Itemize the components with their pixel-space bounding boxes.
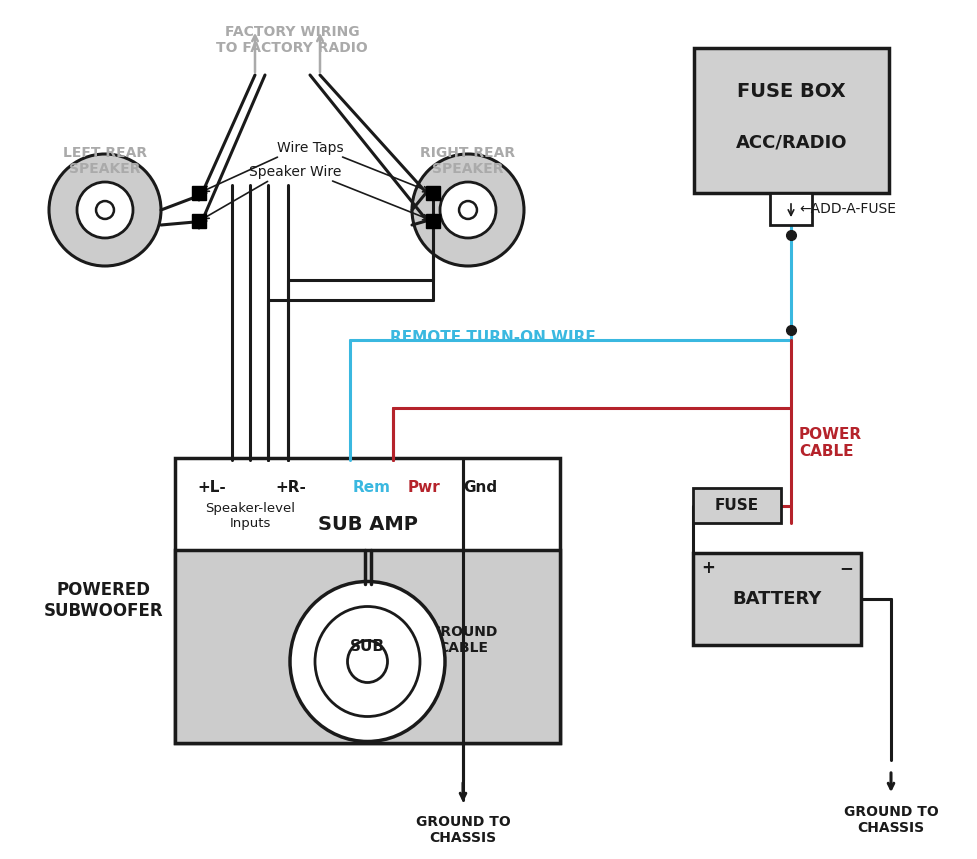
Bar [693, 488, 781, 523]
Circle shape [440, 182, 495, 238]
Text: RIGHT REAR
SPEAKER: RIGHT REAR SPEAKER [420, 146, 515, 176]
Bar [175, 458, 560, 743]
Bar [191, 186, 206, 200]
Circle shape [49, 154, 161, 266]
Text: Speaker Wire: Speaker Wire [248, 165, 341, 179]
Text: ACC/RADIO: ACC/RADIO [735, 133, 846, 151]
Circle shape [458, 201, 477, 219]
Circle shape [96, 201, 114, 219]
Text: Rem: Rem [353, 480, 391, 496]
Circle shape [411, 154, 524, 266]
Text: Gnd: Gnd [462, 480, 496, 496]
Text: +L-: +L- [196, 480, 226, 496]
Text: REMOTE TURN-ON WIRE: REMOTE TURN-ON WIRE [390, 330, 595, 345]
Text: POWERED
SUBWOOFER: POWERED SUBWOOFER [43, 581, 163, 620]
Bar [769, 193, 811, 225]
Ellipse shape [315, 606, 419, 716]
Bar [426, 214, 440, 228]
Text: FACTORY WIRING
TO FACTORY RADIO: FACTORY WIRING TO FACTORY RADIO [216, 25, 367, 55]
Text: SUB: SUB [350, 639, 385, 654]
Text: FUSE BOX: FUSE BOX [737, 82, 845, 101]
Text: +: + [701, 559, 714, 577]
Ellipse shape [347, 641, 387, 683]
Bar [693, 553, 860, 645]
Text: FUSE: FUSE [714, 498, 758, 513]
Bar [426, 186, 440, 200]
Bar [175, 550, 560, 743]
Text: GROUND
CABLE: GROUND CABLE [428, 624, 496, 655]
Bar [191, 214, 206, 228]
Text: POWER
CABLE: POWER CABLE [798, 427, 862, 460]
Text: BATTERY: BATTERY [732, 590, 821, 608]
Text: ←ADD-A-FUSE: ←ADD-A-FUSE [798, 202, 895, 216]
Circle shape [77, 182, 133, 238]
Text: Speaker-level
Inputs: Speaker-level Inputs [205, 502, 295, 530]
Text: GROUND TO
CHASSIS: GROUND TO CHASSIS [843, 805, 937, 835]
Text: Pwr: Pwr [407, 480, 441, 496]
Text: GROUND TO
CHASSIS: GROUND TO CHASSIS [415, 815, 510, 845]
Text: LEFT REAR
SPEAKER: LEFT REAR SPEAKER [63, 146, 147, 176]
Text: −: − [838, 559, 852, 577]
Text: Wire Taps: Wire Taps [276, 141, 343, 155]
Bar [694, 48, 888, 193]
Ellipse shape [290, 582, 445, 741]
Text: +R-: +R- [275, 480, 306, 496]
Text: SUB AMP: SUB AMP [318, 515, 417, 533]
